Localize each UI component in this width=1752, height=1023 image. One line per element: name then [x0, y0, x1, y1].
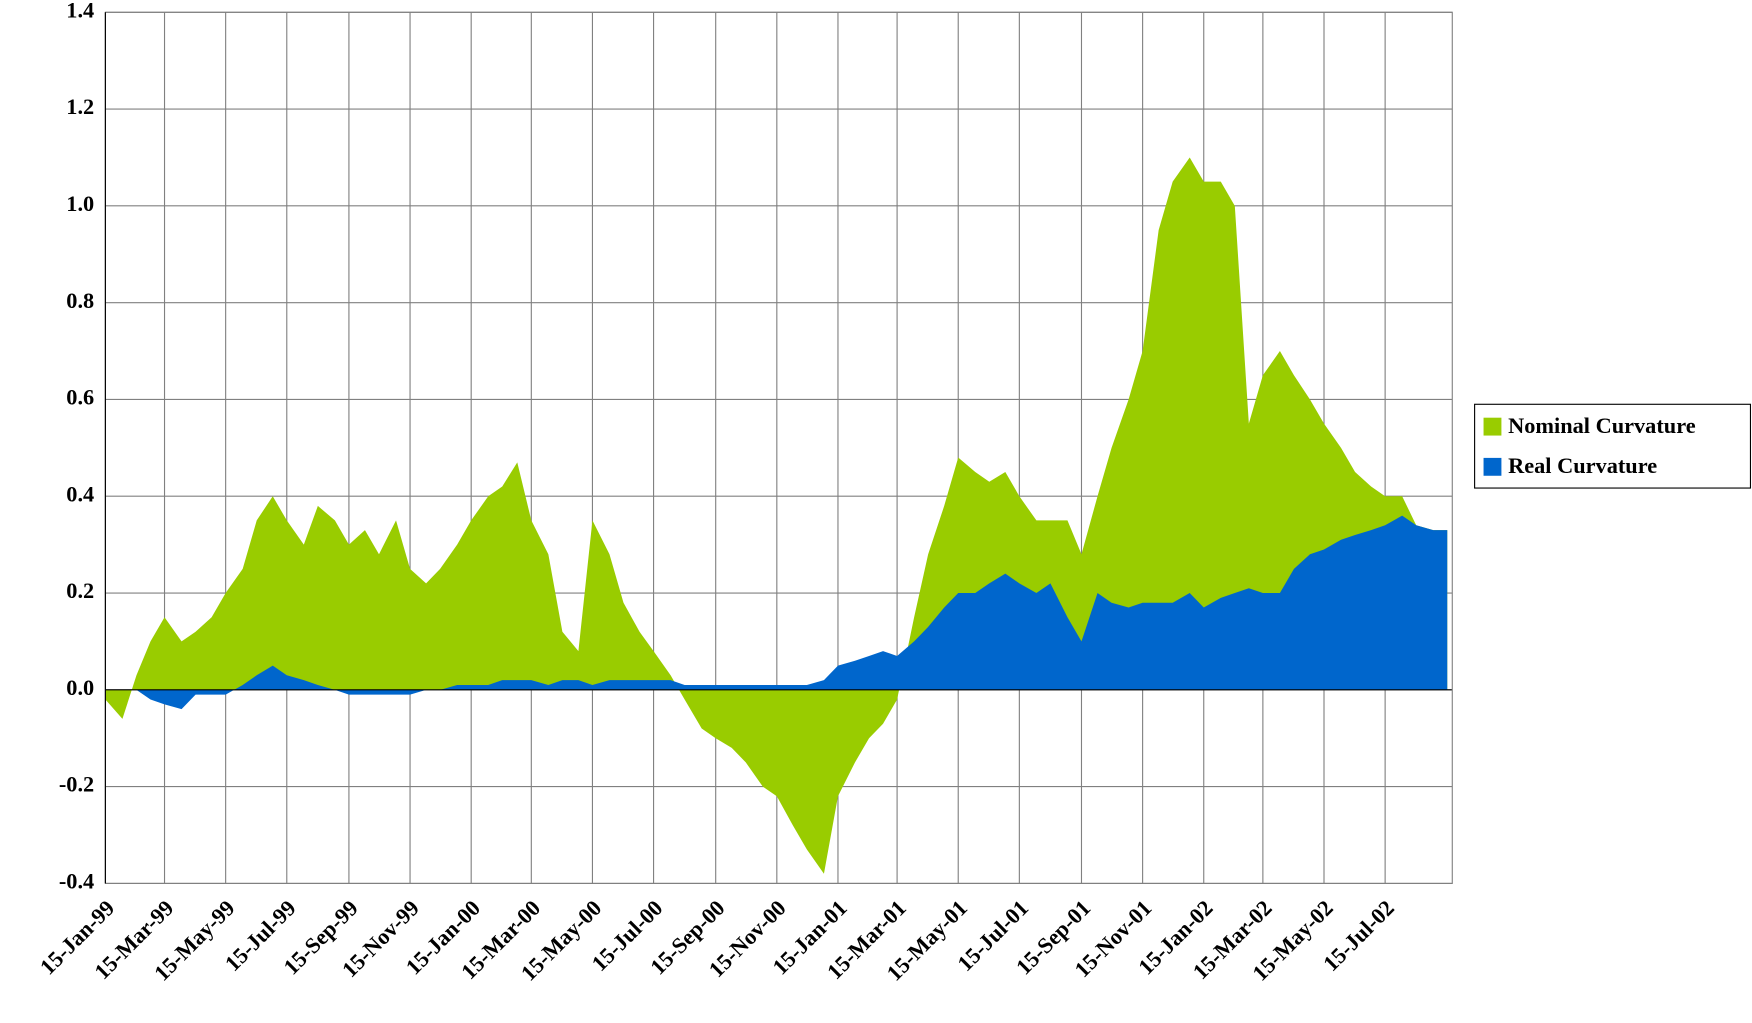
legend-swatch [1483, 417, 1502, 436]
legend-label: Nominal Curvature [1508, 413, 1696, 438]
legend-swatch [1483, 457, 1502, 476]
y-tick-label: 1.0 [66, 191, 94, 216]
y-tick-label: -0.4 [59, 869, 94, 894]
area [105, 515, 1448, 710]
legend-label: Real Curvature [1508, 453, 1657, 478]
y-tick-label: -0.2 [59, 772, 94, 797]
y-tick-label: 0.6 [66, 385, 94, 410]
y-tick-label: 1.4 [66, 0, 94, 22]
area [105, 157, 1448, 874]
y-tick-label: 0.8 [66, 288, 94, 313]
legend: Nominal Curvature Real Curvature [1474, 403, 1752, 489]
legend-box [1474, 403, 1752, 489]
y-tick-label: 0.0 [66, 675, 94, 700]
y-tick-label: 0.2 [66, 578, 94, 603]
y-tick-label: 1.2 [66, 94, 94, 119]
y-tick-label: 0.4 [66, 481, 94, 506]
